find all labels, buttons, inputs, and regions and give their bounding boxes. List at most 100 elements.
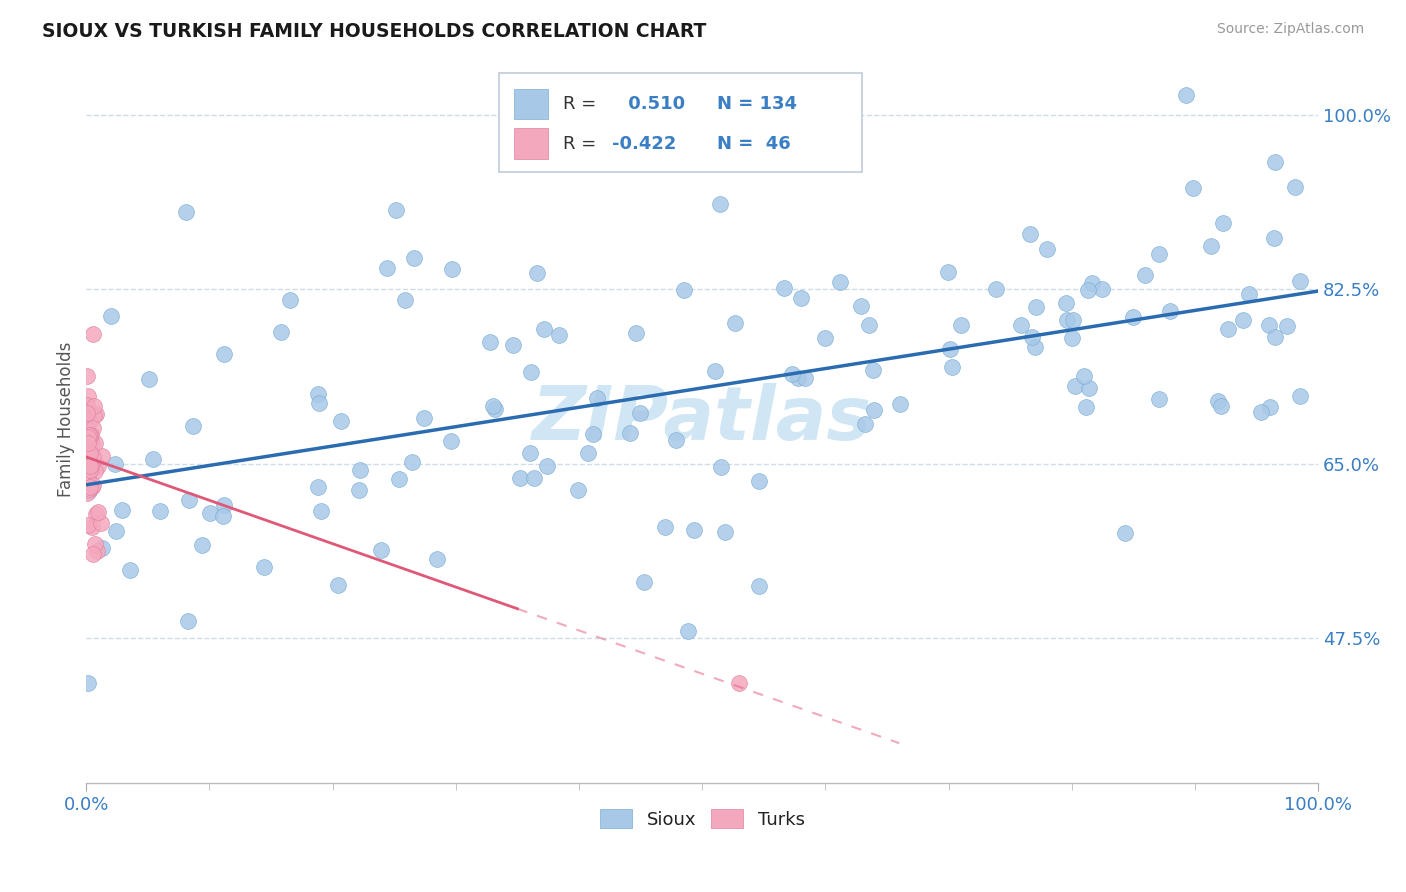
Point [77,676,100,690]
Point [329,415,352,429]
Point [748,579,770,593]
Point [402,251,425,265]
Point [828,275,851,289]
Point [191,538,214,552]
Point [349,462,371,476]
Point [370,543,392,558]
Text: ZIPatlas: ZIPatlas [533,383,872,456]
Point [633,575,655,590]
Point [82,547,104,561]
Point [862,362,884,376]
Point [1018,227,1040,241]
Point [426,551,449,566]
Point [536,458,558,473]
Point [82,327,104,342]
Point [200,506,222,520]
Point [82,520,104,534]
Point [1035,243,1057,257]
Point [484,401,506,416]
Point [1122,310,1144,324]
Point [440,434,463,449]
Point [347,483,370,498]
Point [582,427,605,442]
Point [1091,282,1114,296]
Point [80,458,103,473]
Point [1135,268,1157,283]
Point [626,326,648,340]
Point [672,283,695,297]
Point [76,422,98,436]
Point [1206,394,1229,409]
Point [794,371,817,385]
Point [177,615,200,629]
Point [683,523,706,537]
Point [849,299,872,313]
Point [509,471,531,485]
Legend: Sioux, Turks: Sioux, Turks [592,802,811,836]
Point [79,480,101,494]
Point [1237,286,1260,301]
Point [388,471,411,485]
Point [984,283,1007,297]
Point [76,389,98,403]
Point [149,504,172,518]
Point [724,317,747,331]
Point [520,365,543,379]
Point [585,391,607,405]
Point [79,457,101,471]
Point [533,322,555,336]
Point [77,483,100,497]
Point [780,367,803,381]
Point [100,309,122,323]
Point [1081,276,1104,290]
Point [111,503,134,517]
Point [82,477,104,491]
Point [710,460,733,475]
Point [77,428,100,442]
Point [628,405,651,419]
Point [76,435,98,450]
Point [83,400,105,414]
Point [709,197,731,211]
Point [328,578,350,592]
Text: 0.510: 0.510 [621,95,685,113]
Point [547,327,569,342]
Point [1284,179,1306,194]
Point [83,409,105,424]
Text: N = 134: N = 134 [717,95,797,113]
Point [86,505,108,519]
Point [1258,400,1281,414]
Point [1263,231,1285,245]
Point [80,436,103,450]
Point [309,504,332,518]
Point [212,498,235,512]
FancyBboxPatch shape [513,88,548,120]
Point [80,480,103,494]
Point [1211,399,1233,413]
Point [308,396,330,410]
Point [1264,155,1286,169]
Point [79,458,101,473]
Point [440,261,463,276]
Y-axis label: Family Households: Family Households [58,342,75,497]
Point [384,203,406,218]
Point [90,541,112,556]
Point [858,318,880,332]
Text: -0.422: -0.422 [612,135,676,153]
Point [79,427,101,442]
Point [1212,215,1234,229]
Point [307,387,329,401]
Point [138,372,160,386]
Point [941,359,963,374]
Point [1216,322,1239,336]
Text: R =: R = [562,95,602,113]
Point [1199,239,1222,253]
Point [76,368,98,383]
Point [664,433,686,447]
Point [728,676,751,690]
Point [79,429,101,443]
Point [253,559,276,574]
Point [1063,378,1085,392]
Point [939,342,962,356]
Point [853,417,876,431]
